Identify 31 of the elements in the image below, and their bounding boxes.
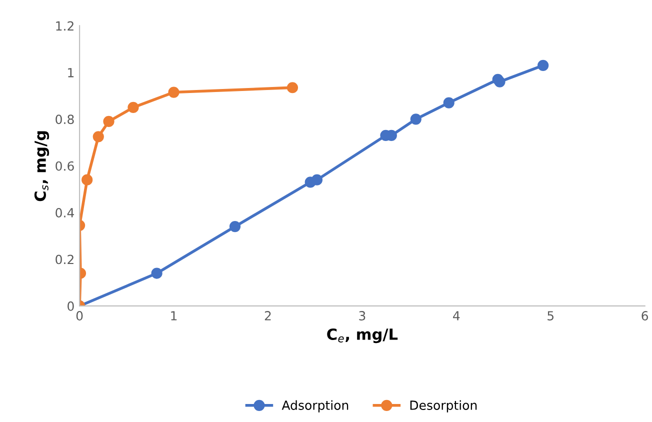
y-axis-title: C$_{s}$, mg/g [34, 131, 50, 202]
point [410, 114, 422, 125]
point [82, 174, 93, 186]
point [92, 131, 104, 142]
legend-label: Adsorption [282, 400, 348, 412]
y-tick-label: 0 [68, 301, 74, 311]
y-tick-label: 0.8 [56, 114, 74, 124]
x-tick-label: 3 [359, 311, 366, 320]
x-tick-label: 1 [171, 311, 177, 320]
x-tick-label: 0 [76, 311, 83, 320]
x-tick-label: 2 [264, 311, 271, 320]
y-tick-label: 0.6 [56, 161, 74, 171]
point [494, 76, 506, 88]
x-tick-label: 4 [453, 311, 460, 320]
point [128, 102, 139, 114]
y-tick-label: 0.4 [56, 208, 74, 218]
x-tick-label: 6 [642, 311, 648, 320]
y-tick-label: 1.2 [56, 21, 74, 30]
y-tick-label: 1 [68, 68, 74, 78]
x-tick-label: 5 [548, 311, 554, 320]
point [103, 116, 114, 128]
point [443, 97, 454, 108]
point [311, 174, 323, 186]
y-tick-label: 0.2 [56, 254, 74, 264]
point [168, 86, 180, 98]
point [151, 268, 162, 279]
point [538, 60, 549, 71]
legend-label: Desorption [410, 400, 477, 412]
point [286, 82, 298, 94]
x-axis-title: C$_{e}$, mg/L [327, 328, 398, 344]
point [229, 221, 241, 232]
